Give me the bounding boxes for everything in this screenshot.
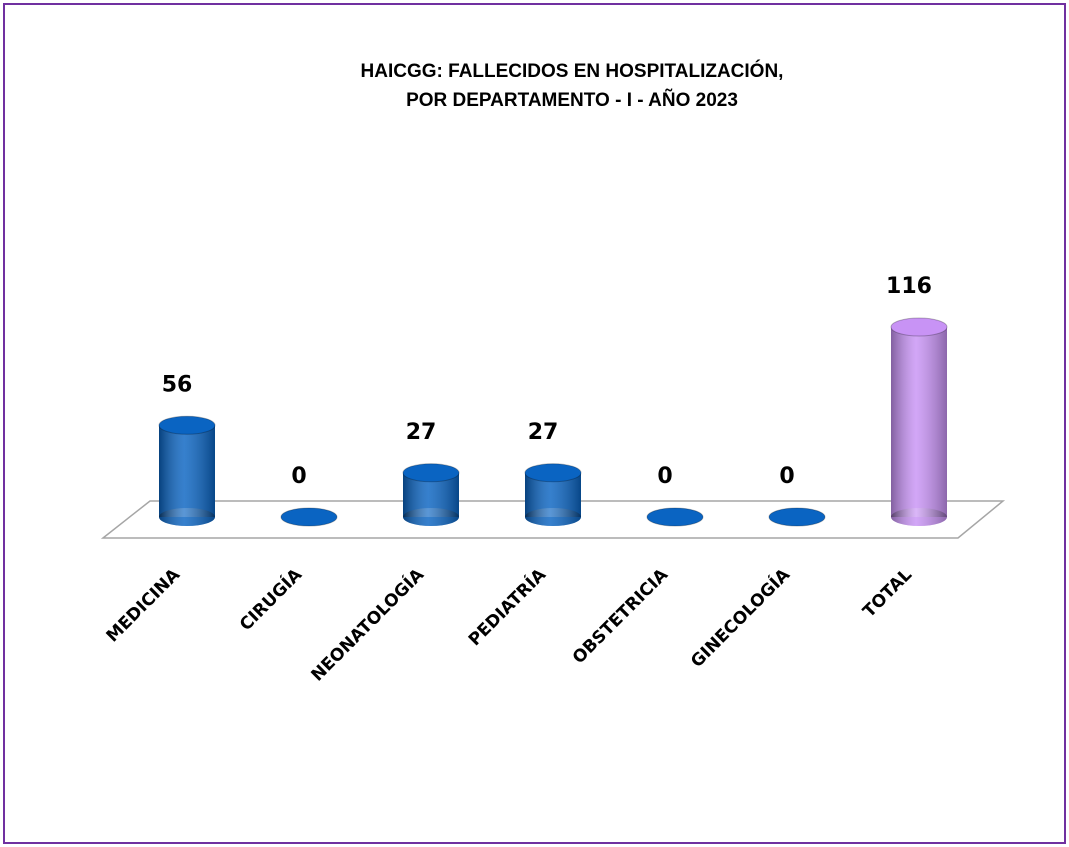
- chart-subtitle: POR DEPARTAMENTO - I - AÑO 2023: [406, 89, 738, 111]
- bar-shade: [891, 327, 947, 517]
- bar: [280, 507, 338, 527]
- value-label: 27: [406, 420, 437, 445]
- bar: [158, 415, 216, 526]
- bar-shade: [159, 425, 215, 517]
- value-label: 0: [291, 464, 306, 489]
- bar: [646, 507, 704, 527]
- bar-top: [646, 507, 704, 527]
- bar-bottom-shade: [403, 508, 459, 526]
- value-label: 116: [886, 274, 932, 299]
- bar-top: [768, 507, 826, 527]
- value-label: 0: [657, 464, 672, 489]
- value-label: 56: [162, 372, 193, 397]
- bar-top: [890, 317, 948, 337]
- bar-top: [402, 463, 460, 483]
- bar-top: [524, 463, 582, 483]
- chart-title: HAICGG: FALLECIDOS EN HOSPITALIZACIÓN,: [361, 60, 784, 82]
- value-label: 0: [779, 464, 794, 489]
- bar-top: [280, 507, 338, 527]
- value-label: 27: [528, 420, 559, 445]
- bar: [768, 507, 826, 527]
- bar-bottom-shade: [525, 508, 581, 526]
- bar-top: [158, 415, 216, 435]
- bar: [402, 463, 460, 526]
- bar-bottom-shade: [159, 508, 215, 526]
- bar: [890, 317, 948, 526]
- bar: [524, 463, 582, 526]
- bar-bottom-shade: [891, 508, 947, 526]
